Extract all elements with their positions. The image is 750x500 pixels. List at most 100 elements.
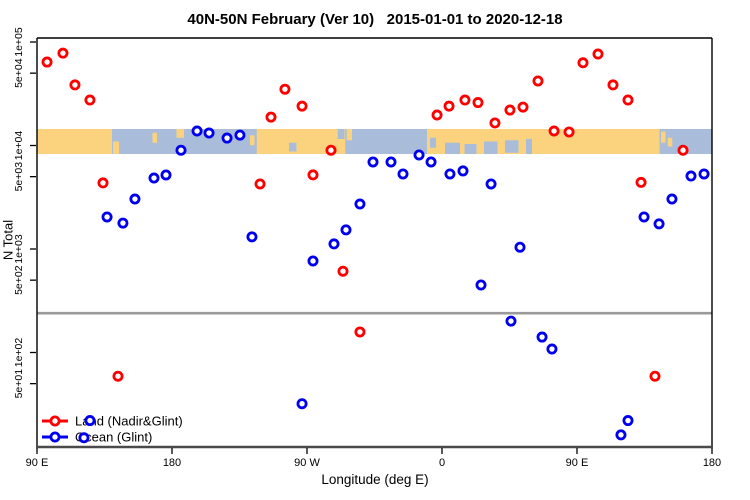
data-point-land (279, 83, 291, 95)
map-band-island (113, 141, 120, 154)
y-tick-label: 5e+04 (13, 58, 25, 88)
data-point-land (254, 178, 266, 190)
map-band-island (346, 129, 352, 141)
data-point-land (548, 125, 560, 137)
data-point-ocean (129, 193, 141, 205)
legend-swatch-circle (49, 431, 61, 443)
data-point-land (354, 326, 366, 338)
data-point-ocean (666, 193, 678, 205)
legend-label: Ocean (Glint) (75, 430, 152, 445)
y-tick-label: 5e+01 (13, 369, 25, 399)
data-point-ocean (638, 211, 650, 223)
y-tick-label: 1e+02 (13, 338, 25, 368)
x-tick-label: 180 (163, 457, 181, 469)
map-band-island (176, 129, 184, 138)
data-point-land (325, 144, 337, 156)
data-point-ocean (546, 343, 558, 355)
data-point-ocean (221, 132, 233, 144)
data-point-ocean (653, 218, 665, 230)
data-point-ocean (622, 415, 634, 427)
data-point-ocean (354, 198, 366, 210)
map-band-sea-notch (484, 141, 498, 154)
data-point-land (607, 79, 619, 91)
data-point-ocean (475, 279, 487, 291)
data-point-land (443, 100, 455, 112)
map-band-sea-notch (526, 139, 532, 154)
data-point-land (265, 111, 277, 123)
data-point-ocean (203, 127, 215, 139)
data-point-land (307, 169, 319, 181)
data-point-ocean (385, 156, 397, 168)
data-point-ocean (397, 168, 409, 180)
x-tick-label: 0 (439, 457, 445, 469)
data-point-ocean (698, 168, 710, 180)
data-point-ocean (457, 165, 469, 177)
data-point-ocean (536, 331, 548, 343)
y-tick-label: 5e+02 (13, 265, 25, 295)
data-point-ocean (514, 241, 526, 253)
x-tick-label: 90 E (26, 457, 49, 469)
legend-swatch-circle (49, 415, 61, 427)
map-band-island (667, 137, 673, 147)
map-band-island (661, 131, 666, 143)
data-point-land (337, 265, 349, 277)
y-tick-label: 5e+03 (13, 162, 25, 192)
map-band-sea-notch (289, 142, 297, 152)
data-point-ocean (485, 178, 497, 190)
chart-title: 40N-50N February (Ver 10) 2015-01-01 to … (187, 11, 563, 28)
data-point-land (296, 100, 308, 112)
data-point-ocean (78, 432, 90, 444)
x-tick-label: 90 W (294, 457, 320, 469)
data-point-land (532, 75, 544, 87)
x-tick-label: 180 (703, 457, 721, 469)
data-point-ocean (444, 168, 456, 180)
map-band-sea-notch (430, 137, 436, 148)
data-point-land (69, 79, 81, 91)
data-point-land (489, 117, 501, 129)
data-point-ocean (615, 429, 627, 441)
data-point-ocean (340, 224, 352, 236)
data-point-land (97, 177, 109, 189)
data-point-land (592, 48, 604, 60)
data-point-land (577, 57, 589, 69)
data-point-land (472, 97, 484, 109)
data-point-land (84, 94, 96, 106)
map-band-sea-notch (337, 129, 345, 139)
data-point-ocean (505, 315, 517, 327)
data-point-ocean (148, 172, 160, 184)
data-point-ocean (307, 255, 319, 267)
data-point-ocean (413, 149, 425, 161)
data-point-ocean (175, 144, 187, 156)
data-point-ocean (425, 156, 437, 168)
data-point-land (622, 94, 634, 106)
data-point-land (57, 47, 69, 59)
map-band-sea-notch (464, 144, 477, 154)
data-point-land (504, 104, 516, 116)
y-tick-label: 1e+04 (13, 131, 25, 161)
data-point-land (563, 126, 575, 138)
data-point-ocean (328, 238, 340, 250)
data-point-land (517, 101, 529, 113)
data-point-land (431, 109, 443, 121)
data-point-ocean (117, 217, 129, 229)
map-band-land-segment (37, 129, 112, 154)
y-tick-label: 1e+05 (13, 27, 25, 57)
data-point-ocean (84, 415, 96, 427)
data-point-ocean (685, 170, 697, 182)
data-point-land (677, 144, 689, 156)
data-point-ocean (246, 231, 258, 243)
data-point-land (635, 176, 647, 188)
data-point-land (459, 94, 471, 106)
data-point-ocean (367, 156, 379, 168)
legend-label: Land (Nadir&Glint) (75, 414, 183, 429)
map-band-sea-notch (505, 140, 519, 153)
data-point-land (41, 56, 53, 68)
data-point-ocean (234, 129, 246, 141)
map-band-island (152, 132, 157, 143)
data-point-ocean (101, 211, 113, 223)
data-point-ocean (296, 398, 308, 410)
data-point-ocean (191, 125, 203, 137)
map-band-sea-notch (445, 142, 460, 154)
